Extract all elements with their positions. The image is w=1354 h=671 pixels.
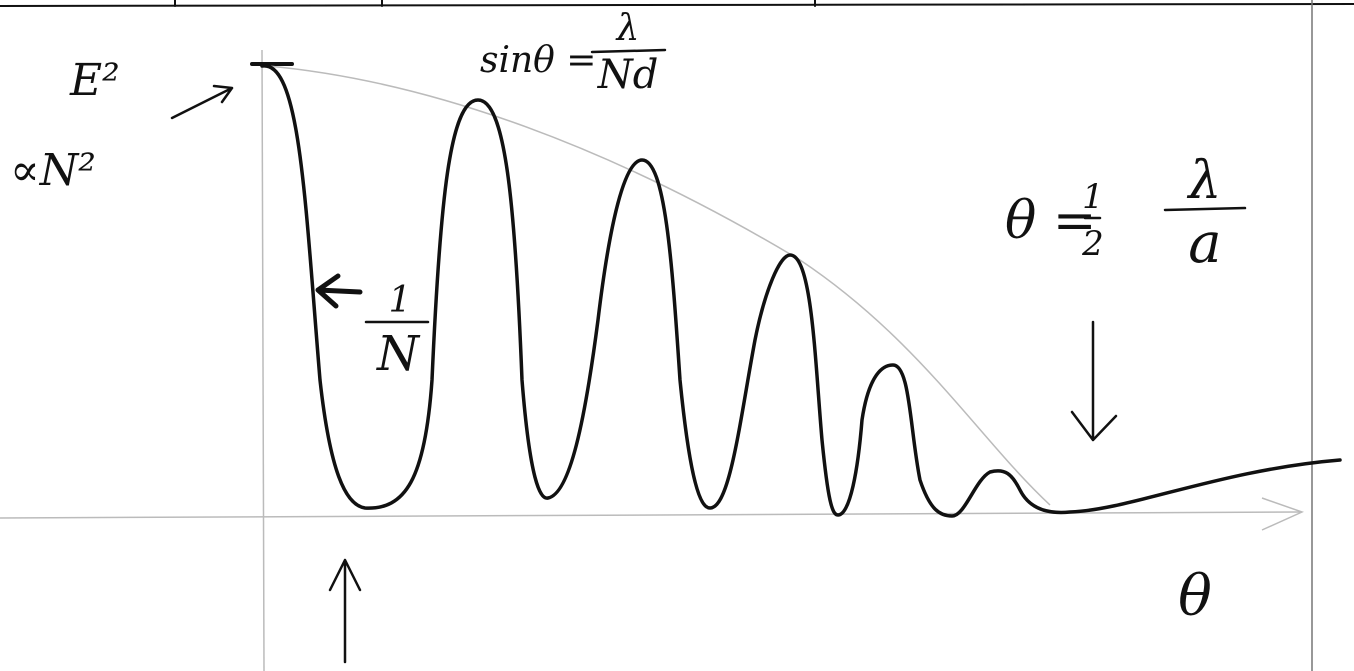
sketch: E² ∝N² sinθ = λ Nd 1 N θ = 1 2 λ a θ bbox=[0, 0, 1354, 671]
envelope-half-num: 1 bbox=[1082, 177, 1104, 217]
formula-lhs: sinθ = bbox=[480, 40, 596, 81]
formula-den: Nd bbox=[597, 52, 659, 98]
envelope-den: a bbox=[1188, 211, 1221, 276]
envelope-num: λ bbox=[1187, 151, 1222, 211]
formula-num: λ bbox=[615, 8, 640, 49]
y-axis-label: E² bbox=[69, 55, 120, 106]
width-num: 1 bbox=[389, 280, 412, 321]
envelope-half-den: 2 bbox=[1081, 224, 1104, 264]
width-den: N bbox=[376, 326, 421, 382]
peak-label: ∝N² bbox=[10, 145, 96, 196]
x-axis-label: θ bbox=[1178, 564, 1212, 629]
